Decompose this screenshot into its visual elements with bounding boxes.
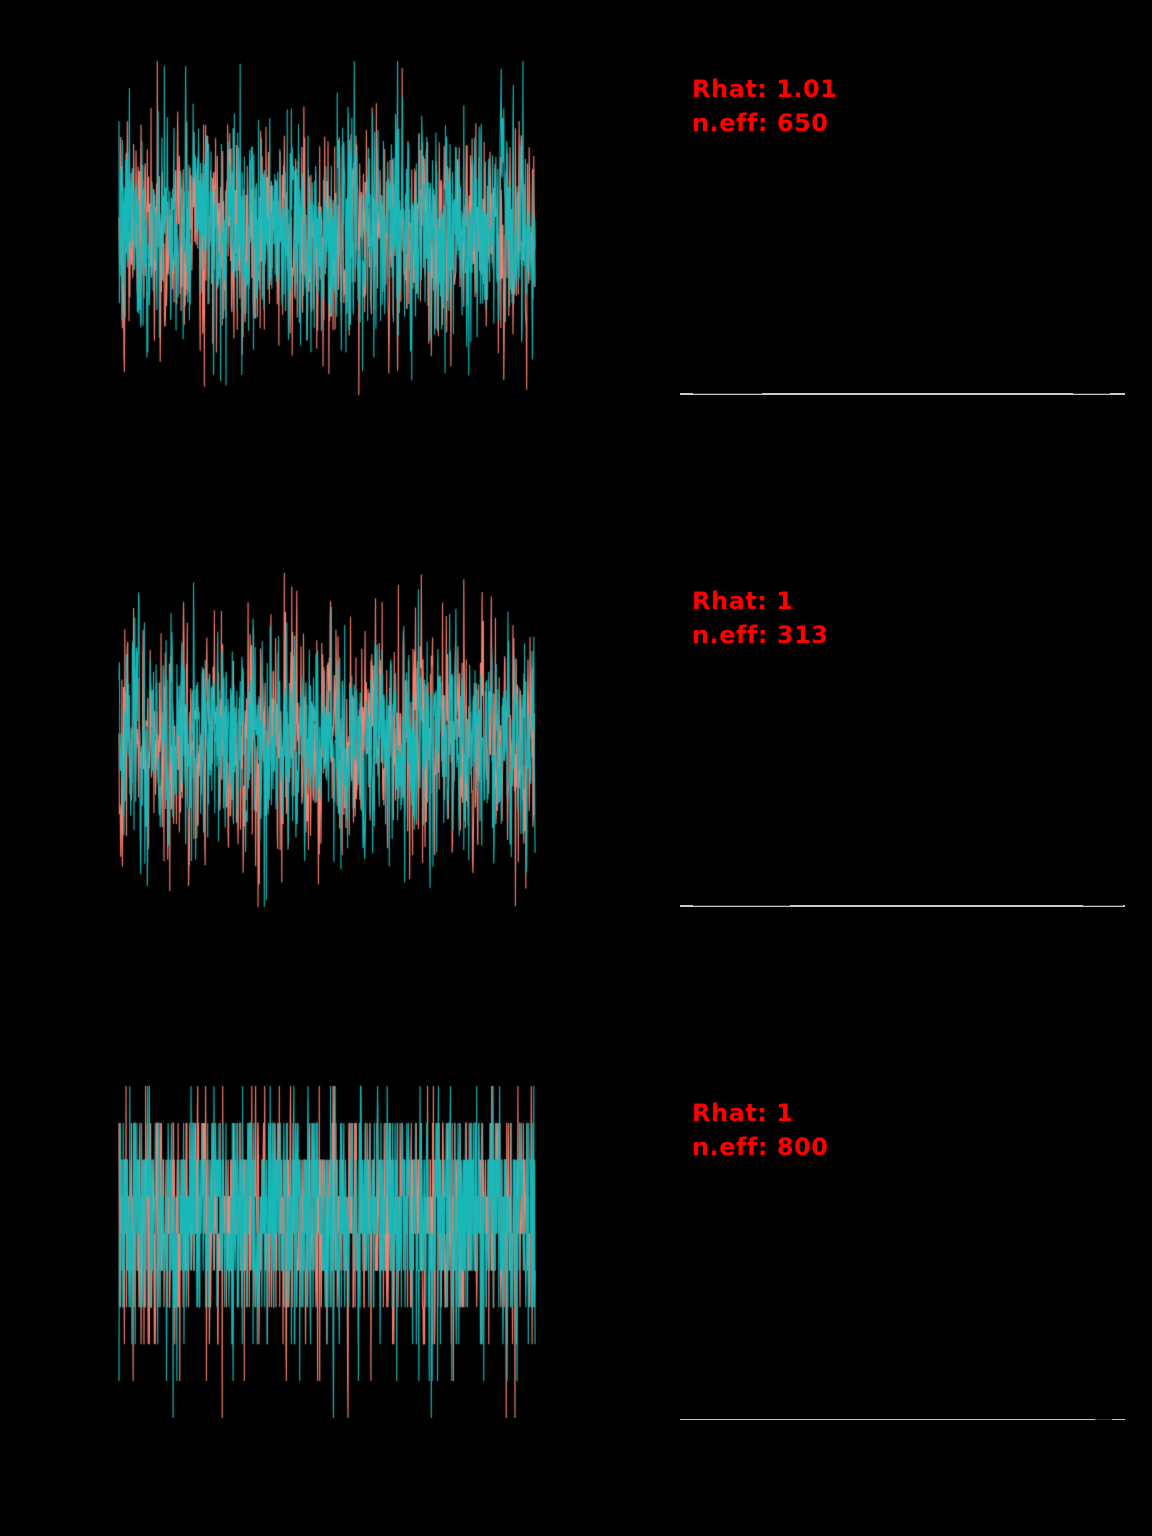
neff-value-3: n.eff: 800: [692, 1133, 829, 1161]
trace-plot-3: [118, 1084, 536, 1420]
diagnostic-row-1: Rhat: 1.01 n.eff: 650: [0, 0, 1152, 512]
density-axis-2: [680, 905, 1125, 907]
trace-panel-1: [118, 60, 536, 396]
diagnostics-text-3: Rhat: 1 n.eff: 800: [692, 1096, 828, 1164]
diagnostic-row-3: Rhat: 1 n.eff: 800: [0, 1024, 1152, 1536]
density-panel-2: Rhat: 1 n.eff: 313: [650, 512, 1152, 1024]
density-curve-tail-overlap: [1095, 1419, 1112, 1420]
diagnostic-row-2: Rhat: 1 n.eff: 313: [0, 512, 1152, 1024]
rhat-value-3: Rhat: 1: [692, 1099, 794, 1127]
density-curve-tail-overlap: [693, 393, 762, 394]
trace-panel-3: [118, 1084, 536, 1420]
diagnostics-text-1: Rhat: 1.01 n.eff: 650: [692, 72, 837, 140]
rhat-value-2: Rhat: 1: [692, 587, 794, 615]
density-panel-1: Rhat: 1.01 n.eff: 650: [650, 0, 1152, 512]
density-curve-tail-overlap: [1073, 393, 1110, 394]
density-curve-tail-overlap: [1083, 905, 1123, 906]
trace-plot-2: [118, 572, 536, 908]
diagnostics-text-2: Rhat: 1 n.eff: 313: [692, 584, 828, 652]
trace-plot-1: [118, 60, 536, 396]
density-curve-tail-overlap: [693, 905, 790, 906]
neff-value-2: n.eff: 313: [692, 621, 829, 649]
trace-panel-2: [118, 572, 536, 908]
rhat-value-1: Rhat: 1.01: [692, 75, 838, 103]
density-axis-3: [680, 1419, 1125, 1420]
neff-value-1: n.eff: 650: [692, 109, 829, 137]
density-panel-3: Rhat: 1 n.eff: 800: [650, 1024, 1152, 1536]
density-axis-1: [680, 393, 1125, 395]
